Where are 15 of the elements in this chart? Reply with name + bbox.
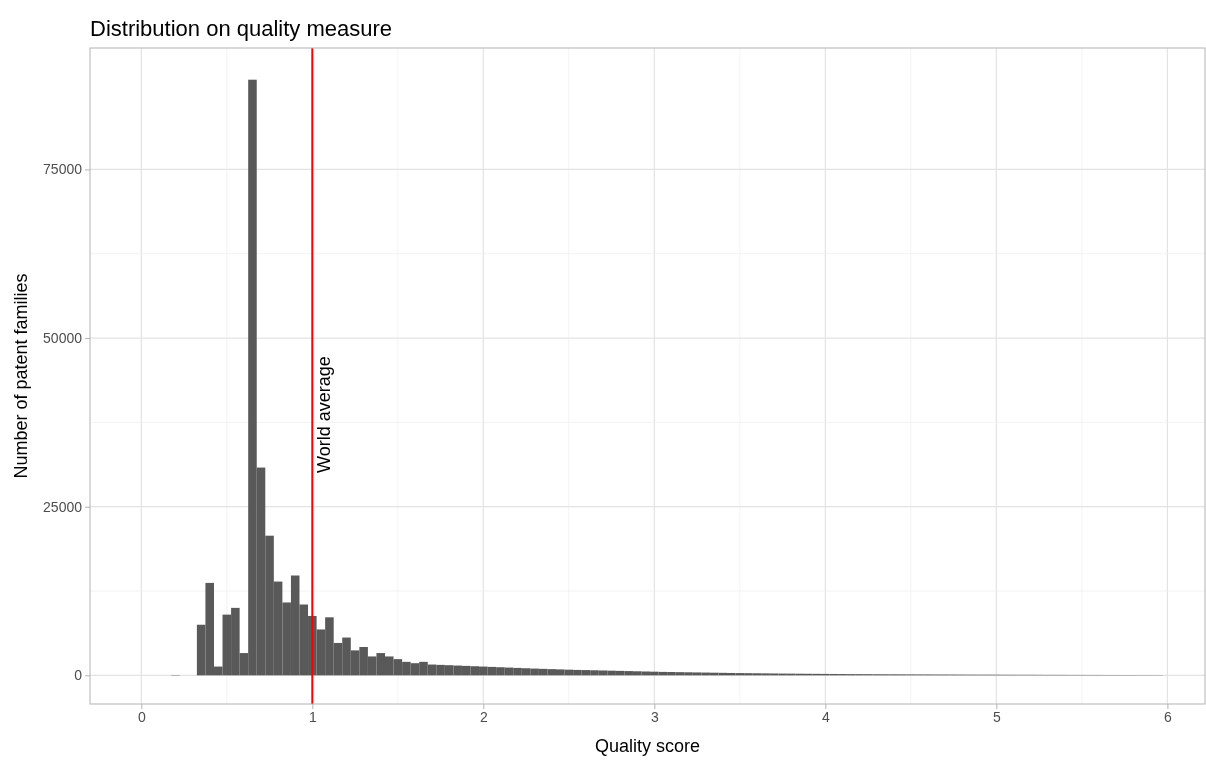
ref-line-label: World average <box>314 356 335 473</box>
x-tick-label: 5 <box>992 708 1001 725</box>
x-axis-title: Quality score <box>594 736 701 756</box>
y-axis-title: Number of patent families <box>11 273 31 479</box>
y-tick-label: 0 <box>74 667 83 684</box>
x-tick-label: 4 <box>821 708 830 725</box>
x-tick-label: 0 <box>137 708 146 725</box>
y-tick-label: 50000 <box>43 330 83 347</box>
x-tick-label: 1 <box>308 708 317 725</box>
x-tick-label: 2 <box>479 708 488 725</box>
y-tick-label: 25000 <box>43 498 83 515</box>
chart-title: Distribution on quality measure <box>90 16 393 41</box>
y-tick-label: 75000 <box>43 161 83 178</box>
x-tick-label: 3 <box>650 708 659 725</box>
x-tick-label: 6 <box>1163 708 1172 725</box>
